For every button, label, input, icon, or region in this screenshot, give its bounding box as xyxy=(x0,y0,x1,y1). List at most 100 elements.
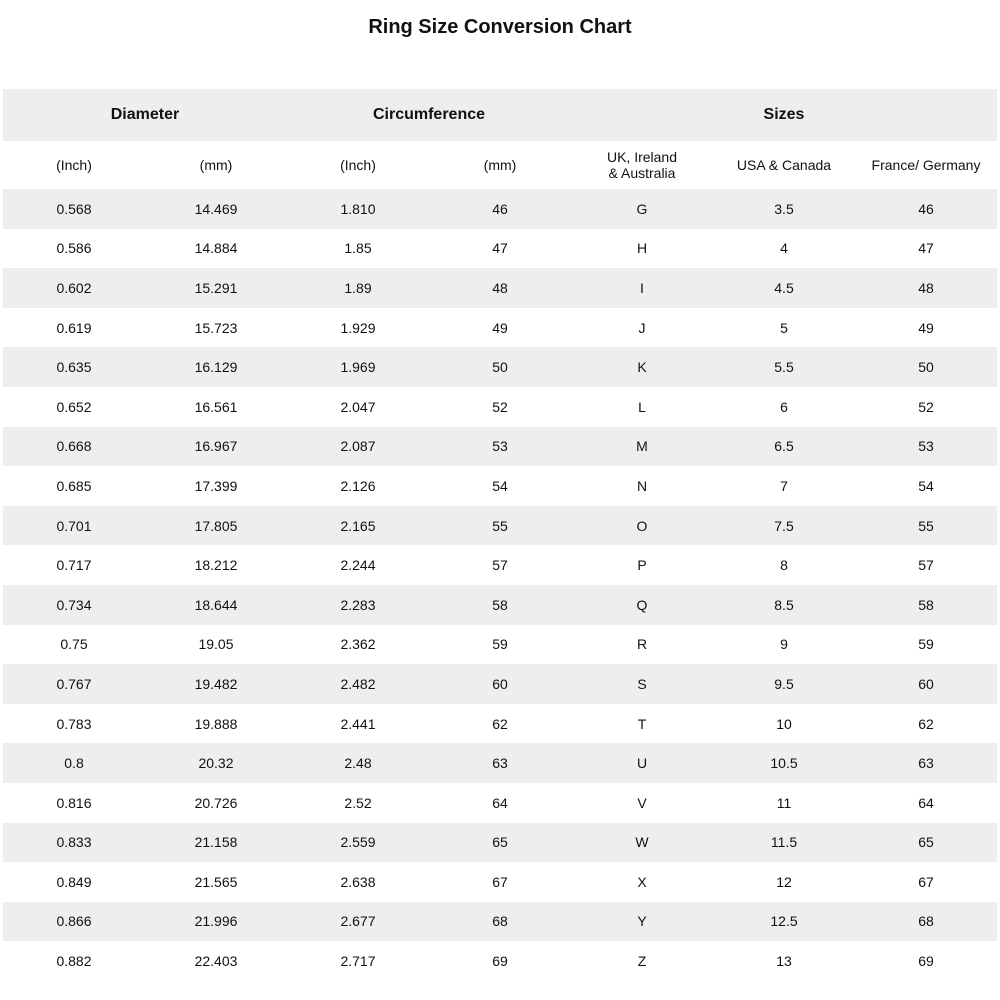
table-cell: 63 xyxy=(429,743,571,783)
table-cell: 69 xyxy=(918,953,934,970)
table-cell: 62 xyxy=(492,715,508,732)
table-cell: 0.882 xyxy=(56,953,92,970)
table-cell: 2.638 xyxy=(340,873,376,890)
table-cell: 10 xyxy=(776,715,792,732)
table-cell: 48 xyxy=(429,268,571,308)
table-cell: 4.5 xyxy=(713,268,855,308)
table-cell: 0.717 xyxy=(56,557,92,574)
table-cell: 67 xyxy=(492,873,508,890)
table-cell: V xyxy=(637,794,647,811)
table-cell: P xyxy=(637,557,647,574)
table-cell: 1.929 xyxy=(340,319,376,336)
table-cell: 2.165 xyxy=(287,505,429,546)
table-cell: 0.602 xyxy=(3,268,145,308)
table-cell: 6 xyxy=(780,398,788,415)
table-cell: 47 xyxy=(492,240,508,257)
table-cell: 0.685 xyxy=(56,477,92,494)
table-cell: Z xyxy=(637,953,647,970)
table-cell: 60 xyxy=(429,664,571,704)
table-cell: 14.884 xyxy=(194,240,238,257)
table-cell: 2.362 xyxy=(340,636,376,653)
table-cell: 22.403 xyxy=(194,953,238,970)
table-cell: 2.677 xyxy=(287,901,429,942)
table-cell: 49 xyxy=(492,319,508,336)
table-cell: 2.482 xyxy=(287,664,429,704)
table-cell: 53 xyxy=(855,426,997,467)
table-cell: 1.89 xyxy=(287,268,429,308)
table-cell: 14.469 xyxy=(145,189,287,229)
table-cell: 16.129 xyxy=(145,347,287,387)
table-cell: 0.866 xyxy=(3,901,145,942)
table-cell: 54 xyxy=(918,477,934,494)
table-row: 0.849 21.565 2.638 67 X 12 67 xyxy=(3,862,997,902)
column-header: USA & Canada xyxy=(736,157,832,173)
table-cell: 4 xyxy=(780,240,788,257)
table-cell: 18.212 xyxy=(194,557,238,574)
table-cell: 0.833 xyxy=(3,822,145,863)
table-cell: 11 xyxy=(776,794,792,811)
table-cell: 2.283 xyxy=(287,584,429,625)
table-cell: 7.5 xyxy=(713,505,855,546)
table-cell: 55 xyxy=(855,505,997,546)
table-cell: 16.967 xyxy=(145,426,287,467)
table-cell: 0.586 xyxy=(56,240,92,257)
column-header: UK, Ireland & Australia xyxy=(606,149,678,181)
table-cell: 2.559 xyxy=(287,822,429,863)
column-header-row: (Inch) (mm) (Inch) (mm) UK, Ireland & Au… xyxy=(3,141,997,189)
table-cell: 60 xyxy=(855,664,997,704)
table-cell: 0.849 xyxy=(56,873,92,890)
table-cell: 0.619 xyxy=(56,319,92,336)
table-row: 0.586 14.884 1.85 47 H 4 47 xyxy=(3,229,997,269)
table-cell: 8.5 xyxy=(713,584,855,625)
table-cell: 0.734 xyxy=(3,584,145,625)
table-cell: 20.726 xyxy=(194,794,238,811)
table-cell: T xyxy=(637,715,647,732)
table-cell: 2.244 xyxy=(340,557,376,574)
table-cell: 2.48 xyxy=(287,743,429,783)
table-row: 0.635 16.129 1.969 50 K 5.5 50 xyxy=(3,347,997,387)
table-cell: 0.635 xyxy=(3,347,145,387)
group-header-circumference: Circumference xyxy=(287,89,571,141)
table-cell: 5 xyxy=(780,319,788,336)
table-cell: 65 xyxy=(429,822,571,863)
group-header-diameter: Diameter xyxy=(3,89,287,141)
table-cell: 58 xyxy=(429,584,571,625)
table-cell: U xyxy=(571,743,713,783)
ring-size-table: Diameter Circumference Sizes (Inch) (mm)… xyxy=(3,89,997,981)
table-row: 0.652 16.561 2.047 52 L 6 52 xyxy=(3,387,997,427)
group-header-row: Diameter Circumference Sizes xyxy=(3,89,997,141)
table-cell: 68 xyxy=(855,901,997,942)
table-row: 0.701 17.805 2.165 55 O 7.5 55 xyxy=(3,505,997,546)
table-cell: 0.8 xyxy=(3,743,145,783)
table-cell: 48 xyxy=(855,268,997,308)
table-row: 0.619 15.723 1.929 49 J 5 49 xyxy=(3,308,997,348)
table-row: 0.783 19.888 2.441 62 T 10 62 xyxy=(3,704,997,744)
table-cell: 0.783 xyxy=(56,715,92,732)
table-cell: J xyxy=(638,319,646,336)
table-cell: 11.5 xyxy=(713,822,855,863)
table-cell: L xyxy=(638,398,646,415)
table-cell: O xyxy=(571,505,713,546)
table-cell: 2.441 xyxy=(340,715,376,732)
table-cell: 0.767 xyxy=(3,664,145,704)
group-header-sizes: Sizes xyxy=(571,89,997,141)
table-body: 0.568 14.469 1.810 46 G 3.5 46 0.586 14.884 1.85 4… xyxy=(3,189,997,981)
table-cell: 2.087 xyxy=(287,426,429,467)
table-cell: W xyxy=(571,822,713,863)
table-cell: 46 xyxy=(429,189,571,229)
table-row: 0.734 18.644 2.283 58 Q 8.5 58 xyxy=(3,584,997,625)
table-cell: 59 xyxy=(492,636,508,653)
table-cell: I xyxy=(571,268,713,308)
table-row: 0.833 21.158 2.559 65 W 11.5 65 xyxy=(3,822,997,863)
table-row: 0.816 20.726 2.52 64 V 11 64 xyxy=(3,783,997,823)
table-cell: 0.568 xyxy=(3,189,145,229)
column-header: (Inch) xyxy=(56,157,92,173)
table-row: 0.602 15.291 1.89 48 I 4.5 48 xyxy=(3,268,997,308)
table-cell: 67 xyxy=(918,873,934,890)
table-cell: 1.810 xyxy=(287,189,429,229)
table-row: 0.717 18.212 2.244 57 P 8 57 xyxy=(3,545,997,585)
table-cell: R xyxy=(636,636,648,653)
table-cell: 53 xyxy=(429,426,571,467)
table-cell: 15.291 xyxy=(145,268,287,308)
table-cell: 2.126 xyxy=(340,477,376,494)
